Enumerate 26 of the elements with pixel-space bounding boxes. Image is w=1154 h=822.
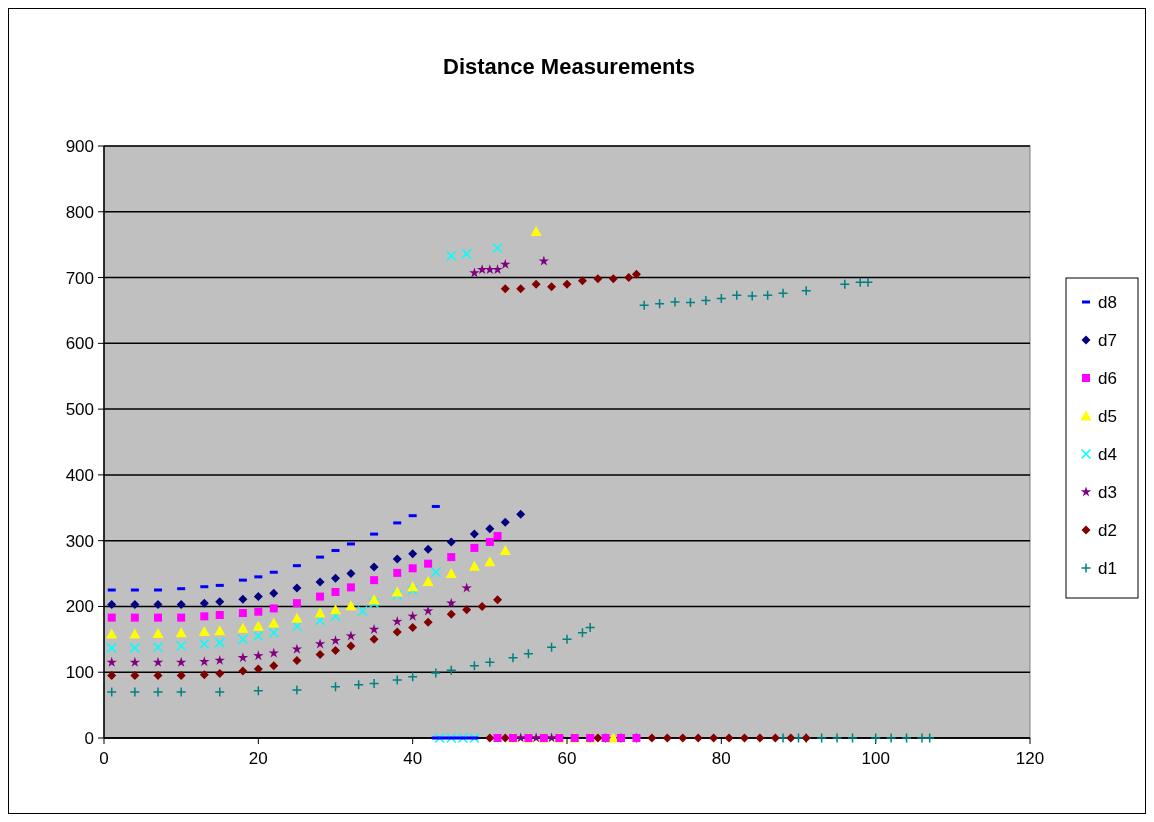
legend-label: d5 bbox=[1098, 406, 1117, 426]
y-tick-label: 800 bbox=[65, 202, 94, 222]
y-tick-label: 700 bbox=[65, 268, 94, 288]
legend-label: d8 bbox=[1098, 292, 1117, 312]
legend-label: d7 bbox=[1098, 330, 1117, 350]
legend-label: d2 bbox=[1098, 520, 1117, 540]
x-tick-label: 120 bbox=[1015, 749, 1045, 768]
y-tick-label: 300 bbox=[65, 531, 94, 551]
legend-label: d4 bbox=[1098, 444, 1117, 464]
chart-title: Distance Measurements bbox=[443, 54, 695, 79]
y-tick-label: 400 bbox=[65, 465, 94, 485]
x-tick-label: 60 bbox=[557, 749, 577, 768]
y-tick-label: 900 bbox=[65, 136, 94, 156]
y-tick-label: 200 bbox=[65, 597, 94, 617]
x-tick-label: 100 bbox=[861, 749, 890, 768]
y-tick-label: 0 bbox=[84, 728, 94, 748]
y-tick-label: 600 bbox=[65, 334, 94, 354]
y-tick-label: 500 bbox=[65, 400, 94, 420]
x-tick-label: 20 bbox=[248, 749, 268, 768]
legend-label: d3 bbox=[1098, 482, 1117, 502]
x-tick-label: 80 bbox=[711, 749, 731, 768]
legend-label: d6 bbox=[1098, 368, 1117, 388]
legend-label: d1 bbox=[1098, 558, 1117, 578]
y-tick-label: 100 bbox=[65, 663, 94, 683]
x-tick-label: 40 bbox=[403, 749, 423, 768]
x-tick-label: 0 bbox=[99, 749, 109, 768]
